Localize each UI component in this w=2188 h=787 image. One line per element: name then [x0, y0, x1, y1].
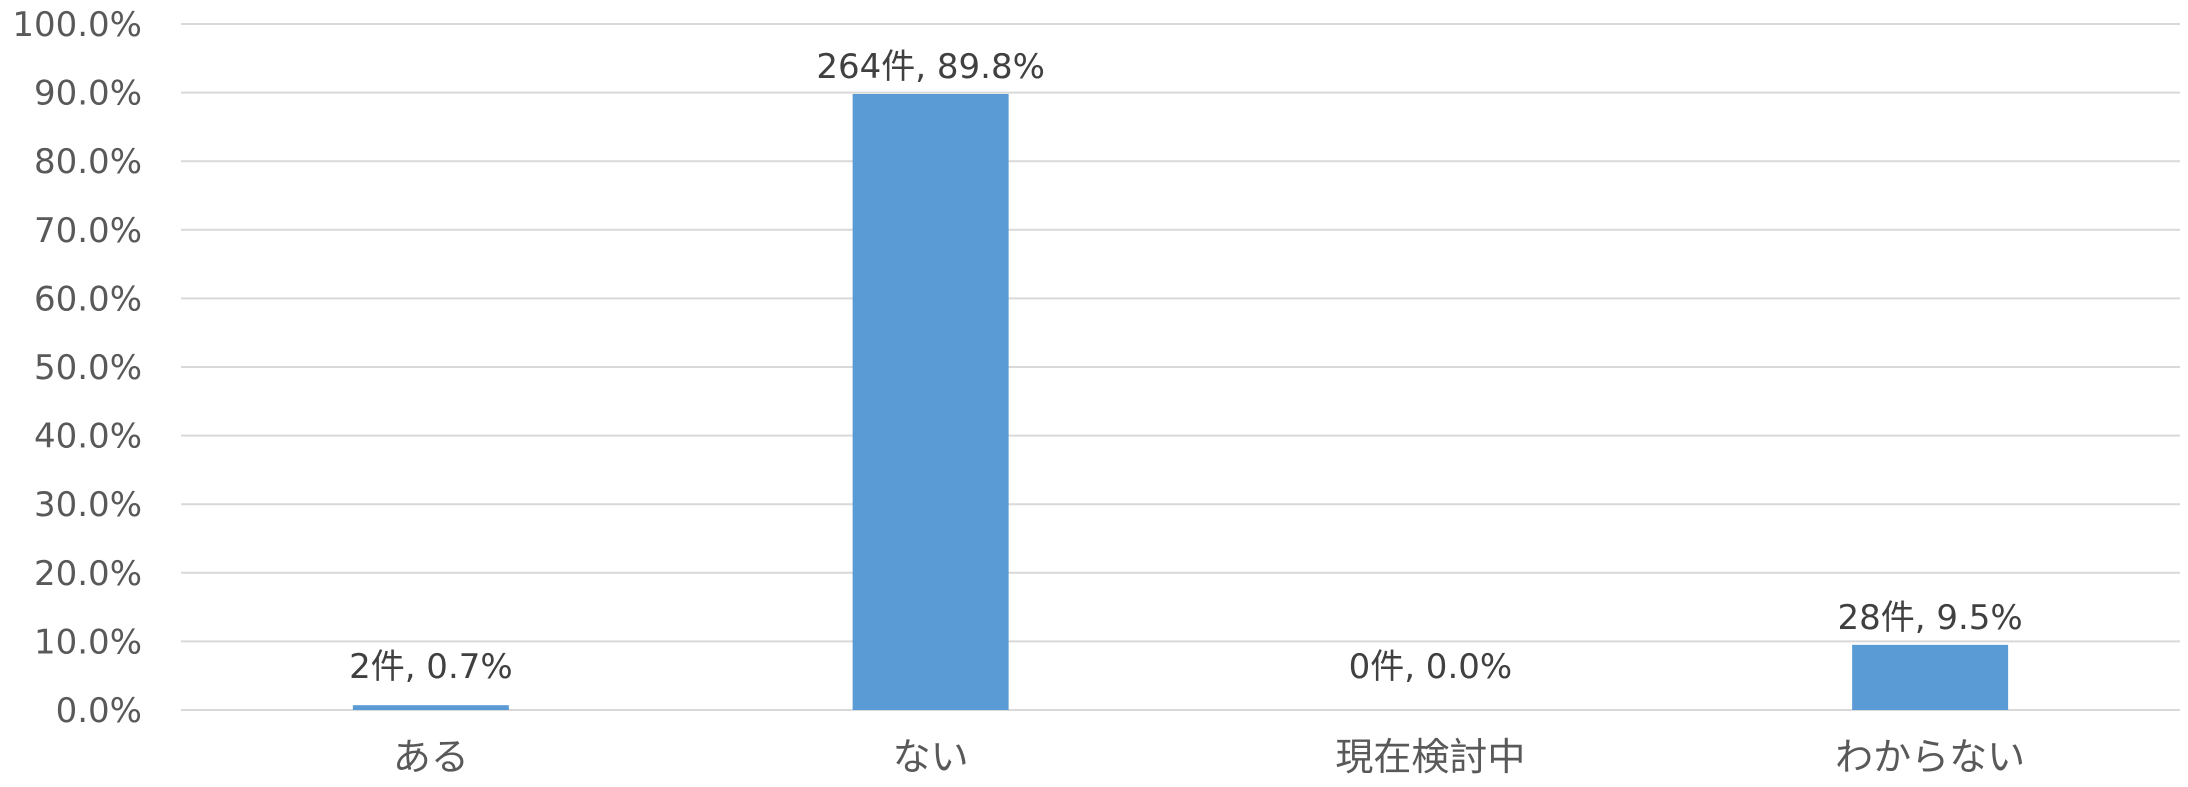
bar — [1852, 644, 2009, 710]
y-tick-label: 80.0% — [34, 142, 142, 182]
y-tick-label: 90.0% — [34, 74, 142, 114]
y-tick-label: 50.0% — [34, 348, 142, 388]
y-tick-label: 30.0% — [34, 485, 142, 525]
data-labels: 2件, 0.7% 264件, 89.8% 0件, 0.0% 28件, 9.5% — [349, 47, 2023, 687]
bars — [352, 93, 2009, 711]
bar — [852, 93, 1009, 711]
y-axis-tick-labels: 0.0% 10.0% 20.0% 30.0% 40.0% 50.0% 60.0% 70.0% 8… — [12, 5, 142, 731]
gridlines — [181, 23, 2180, 711]
category-label: 現在検討中 — [1335, 735, 1525, 779]
y-tick-label: 70.0% — [34, 211, 142, 251]
category-label: わからない — [1835, 735, 2025, 779]
y-tick-label: 10.0% — [34, 622, 142, 662]
bar — [352, 705, 509, 710]
y-tick-label: 20.0% — [34, 554, 142, 594]
y-tick-label: 40.0% — [34, 417, 142, 457]
category-label: ない — [893, 735, 969, 779]
data-label: 2件, 0.7% — [349, 647, 513, 687]
x-axis-category-labels: ある ない 現在検討中 わからない — [393, 735, 2025, 779]
data-label: 28件, 9.5% — [1837, 598, 2022, 638]
y-tick-label: 60.0% — [34, 279, 142, 319]
data-label: 0件, 0.0% — [1349, 647, 1513, 687]
y-tick-label: 100.0% — [12, 5, 142, 45]
category-label: ある — [393, 735, 469, 779]
y-tick-label: 0.0% — [56, 691, 142, 731]
data-label: 264件, 89.8% — [816, 47, 1045, 87]
